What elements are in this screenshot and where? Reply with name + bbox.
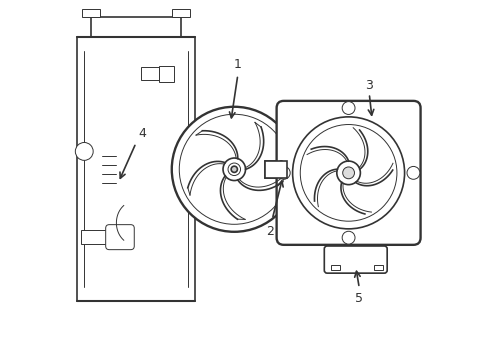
Text: 4: 4 [138, 127, 147, 140]
Circle shape [172, 107, 297, 232]
Circle shape [342, 102, 355, 114]
Circle shape [179, 114, 289, 224]
Text: 2: 2 [267, 225, 274, 238]
Bar [331, 265, 340, 270]
Circle shape [228, 163, 241, 176]
Bar [82, 9, 100, 18]
Circle shape [75, 143, 93, 160]
Circle shape [293, 117, 405, 229]
Circle shape [231, 166, 238, 172]
FancyBboxPatch shape [324, 246, 387, 273]
FancyBboxPatch shape [277, 101, 420, 245]
FancyBboxPatch shape [106, 225, 134, 249]
Circle shape [300, 125, 397, 221]
Ellipse shape [277, 161, 285, 177]
Bar [373, 265, 383, 270]
Circle shape [337, 161, 360, 185]
Bar [142, 67, 159, 80]
Bar [159, 66, 173, 82]
Circle shape [223, 158, 245, 180]
Circle shape [407, 166, 420, 179]
Circle shape [277, 166, 290, 179]
Text: 3: 3 [365, 79, 373, 92]
Text: 5: 5 [355, 292, 363, 305]
Circle shape [342, 231, 355, 244]
Text: 1: 1 [234, 58, 242, 71]
Bar [265, 161, 287, 177]
Bar [77, 37, 195, 301]
Circle shape [343, 167, 354, 179]
Circle shape [286, 161, 301, 177]
Bar [81, 230, 109, 244]
Bar [172, 9, 190, 18]
